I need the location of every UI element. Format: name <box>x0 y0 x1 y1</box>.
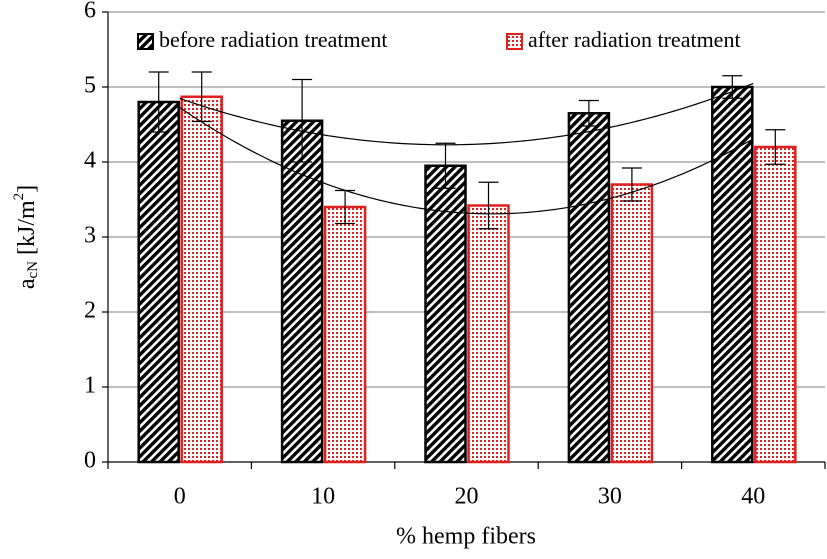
x-axis-title: % hemp fibers <box>396 524 536 550</box>
legend-label: after radiation treatment <box>528 27 741 52</box>
bar <box>754 145 797 464</box>
bar <box>424 164 467 464</box>
bar <box>280 119 324 464</box>
trendline <box>179 107 754 215</box>
error-bar <box>722 75 743 99</box>
y-axis-title: acN [kJ/m2] <box>11 185 41 289</box>
legend-swatch <box>506 33 523 50</box>
x-tick-label: 30 <box>598 484 622 510</box>
y-tick-label: 6 <box>84 0 96 24</box>
x-tick-label: 10 <box>311 484 335 510</box>
bar <box>467 204 510 464</box>
legend-swatch <box>137 33 154 50</box>
error-bar <box>148 71 169 133</box>
y-tick-label: 4 <box>84 148 96 174</box>
error-bar <box>765 129 786 165</box>
error-bar <box>292 78 313 163</box>
error-bar <box>578 99 599 127</box>
bar <box>711 85 754 464</box>
bar <box>180 95 223 464</box>
x-tick-label: 40 <box>741 484 765 510</box>
bar <box>567 112 611 464</box>
y-tick-label: 0 <box>84 448 96 474</box>
error-bar <box>435 142 456 189</box>
trendline <box>179 82 754 146</box>
bar <box>323 205 367 464</box>
x-tick-label: 0 <box>174 484 186 510</box>
error-bar <box>478 181 499 230</box>
y-tick-label: 1 <box>84 373 96 399</box>
error-bar <box>621 167 642 202</box>
legend-label: before radiation treatment <box>159 27 387 52</box>
x-tick-label: 20 <box>455 484 479 510</box>
y-tick-label: 2 <box>84 298 96 324</box>
y-tick-label: 3 <box>84 223 96 249</box>
y-tick-label: 5 <box>84 73 96 99</box>
bar <box>137 100 180 464</box>
bar <box>610 183 654 464</box>
